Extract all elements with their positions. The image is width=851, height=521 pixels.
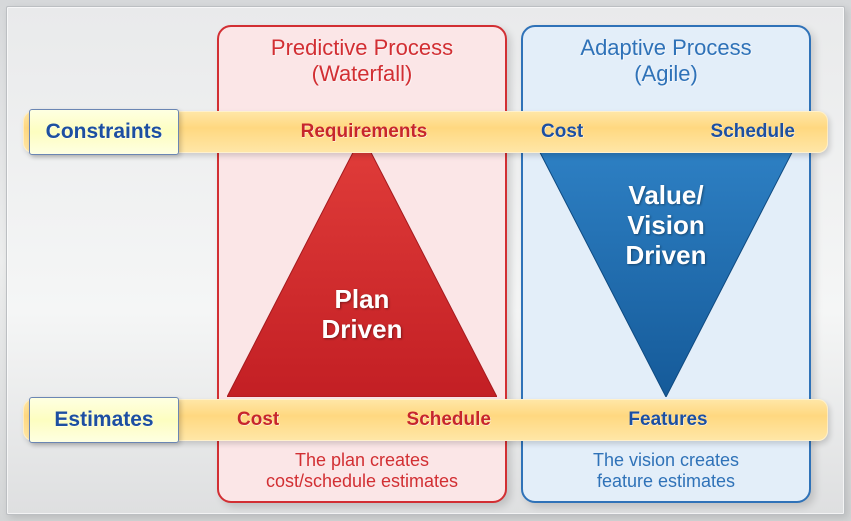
panel-title-predictive: Predictive Process (Waterfall) — [219, 27, 505, 88]
text: Adaptive Process — [580, 35, 751, 60]
text: (Waterfall) — [312, 61, 413, 86]
band-label-estimates: Estimates — [29, 397, 179, 443]
text: Vision — [627, 210, 705, 240]
text: The vision creates — [593, 450, 739, 470]
text: cost/schedule estimates — [266, 471, 458, 491]
panel-footer-predictive: The plan creates cost/schedule estimates — [219, 450, 505, 493]
diagram-frame: Predictive Process (Waterfall) The plan … — [6, 6, 845, 515]
text: The plan creates — [295, 450, 429, 470]
band-label-constraints: Constraints — [29, 109, 179, 155]
text: feature estimates — [597, 471, 735, 491]
text: Plan — [335, 284, 390, 314]
text: Value/ — [628, 180, 703, 210]
band-constraints: Constraints Requirements Cost Schedule — [23, 111, 828, 153]
band-constraints-predictive: Requirements — [219, 111, 509, 153]
band-constraints-adaptive: Cost Schedule — [523, 111, 813, 153]
panel-footer-adaptive: The vision creates feature estimates — [523, 450, 809, 493]
band-estimates-predictive: Cost Schedule — [219, 399, 509, 441]
text: Schedule — [364, 409, 509, 431]
text: Requirements — [219, 121, 509, 143]
triangle-label-predictive: Plan Driven — [227, 285, 497, 345]
panel-title-adaptive: Adaptive Process (Agile) — [523, 27, 809, 88]
text: Estimates — [54, 408, 153, 432]
text: Constraints — [46, 120, 163, 144]
text: Schedule — [668, 121, 813, 143]
text: Cost — [523, 121, 668, 143]
band-estimates: Estimates Cost Schedule Features — [23, 399, 828, 441]
text: (Agile) — [634, 61, 698, 86]
text: Features — [523, 409, 813, 431]
text: Cost — [219, 409, 364, 431]
triangle-up-icon — [227, 135, 497, 397]
triangle-predictive: Plan Driven — [227, 135, 497, 397]
triangle-adaptive: Value/ Vision Driven — [531, 135, 801, 397]
triangle-label-adaptive: Value/ Vision Driven — [531, 181, 801, 271]
text: Driven — [626, 240, 707, 270]
text: Predictive Process — [271, 35, 453, 60]
text: Driven — [322, 314, 403, 344]
band-estimates-adaptive: Features — [523, 399, 813, 441]
